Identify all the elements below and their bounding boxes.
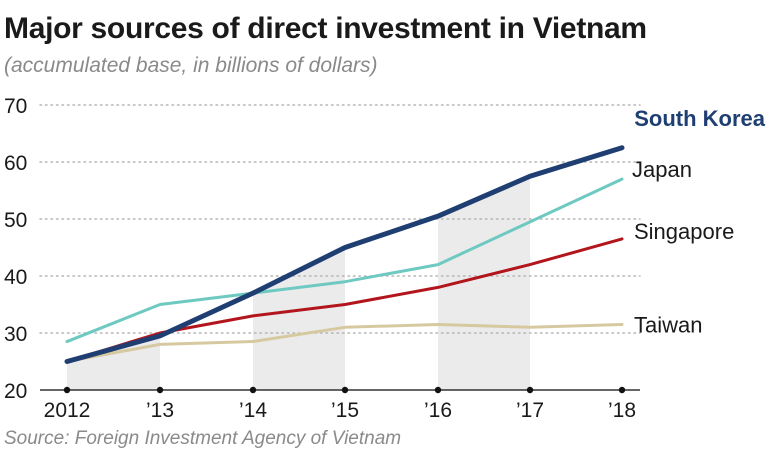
x-tick-mark xyxy=(526,386,534,394)
x-tick-mark xyxy=(249,386,257,394)
series-label-south-korea: South Korea xyxy=(634,106,766,131)
x-tick-mark xyxy=(63,386,71,394)
series-line-taiwan xyxy=(65,322,624,363)
y-tick-label: 40 xyxy=(4,266,27,289)
x-tick-label: ’13 xyxy=(146,399,174,420)
chart-title: Major sources of direct investment in Vi… xyxy=(4,12,647,45)
series-line-singapore xyxy=(65,237,624,363)
shaded-band-1 xyxy=(67,335,160,390)
series-label-singapore: Singapore xyxy=(634,219,734,244)
series-line-japan xyxy=(65,177,624,344)
y-tick-label: 30 xyxy=(4,323,27,346)
series-label-japan: Japan xyxy=(632,157,692,182)
y-tick-label: 70 xyxy=(4,95,27,118)
line-chart: 20 30 40 50 60 70 2012 ’13 ’14 ’15 ’16 ’17 ’18 Taiwan… xyxy=(4,95,766,420)
x-tick-mark xyxy=(434,386,442,394)
x-tick-mark xyxy=(618,386,626,394)
x-tick-label: ’16 xyxy=(424,399,452,420)
x-tick-label: 2012 xyxy=(44,399,91,420)
series-line-south-korea xyxy=(64,145,625,364)
x-tick-label: ’18 xyxy=(608,399,636,420)
y-tick-label: 60 xyxy=(4,152,27,175)
y-tick-label: 50 xyxy=(4,209,27,232)
shaded-band-3 xyxy=(438,176,530,390)
x-tick-label: ’14 xyxy=(239,399,267,420)
x-tick-label: ’15 xyxy=(331,399,359,420)
x-tick-label: ’17 xyxy=(516,399,544,420)
x-tick-mark xyxy=(341,386,349,394)
series-label-taiwan: Taiwan xyxy=(634,312,702,337)
y-tick-label: 20 xyxy=(4,380,27,403)
source-note: Source: Foreign Investment Agency of Vie… xyxy=(4,428,402,449)
x-tick-mark xyxy=(156,386,164,394)
chart-subtitle: (accumulated base, in billions of dollar… xyxy=(4,54,378,77)
